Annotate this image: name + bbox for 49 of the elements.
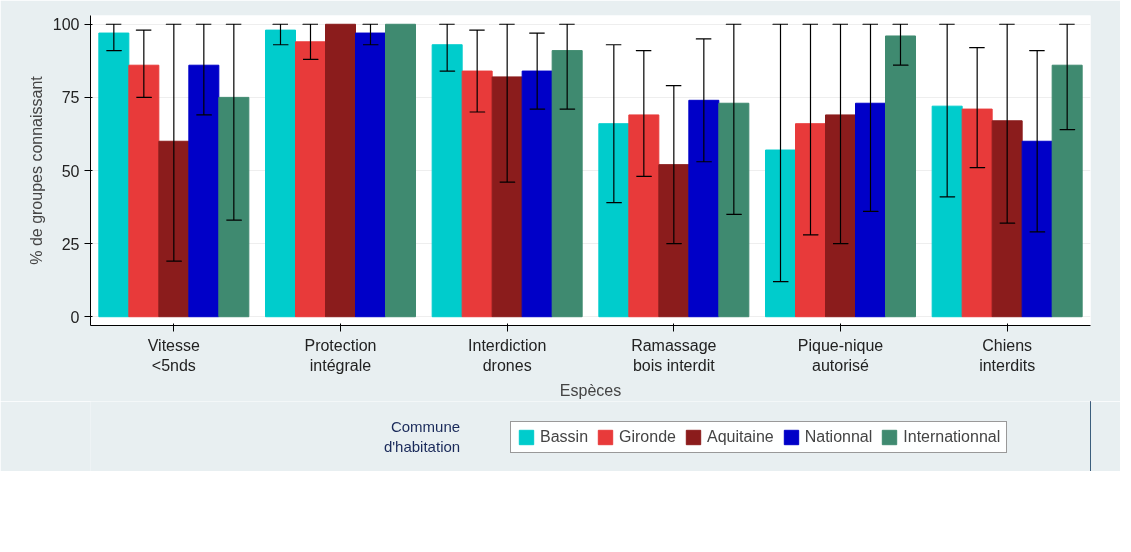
y-tick-label: 0 — [70, 308, 80, 326]
bar — [295, 41, 326, 318]
x-tick-label: Ramassage bois interdit — [631, 336, 717, 374]
bar — [491, 76, 523, 318]
bar — [598, 123, 630, 318]
bar — [961, 108, 993, 318]
bar — [431, 44, 463, 318]
bar — [628, 114, 660, 318]
y-tick-label: 25 — [61, 235, 80, 253]
bar — [188, 64, 220, 318]
x-tick-label: Pique-nique autorisé — [797, 336, 884, 374]
bar — [1021, 140, 1053, 318]
bar — [98, 32, 130, 318]
bar — [461, 70, 493, 318]
y-axis-title: % de groupes connaissant — [27, 75, 45, 265]
bar — [551, 50, 583, 318]
legend-label: Gironde — [619, 428, 676, 446]
legend-label: Nationnal — [804, 428, 873, 446]
y-tick-label: 100 — [52, 16, 80, 34]
x-tick-label: Vitesse <5nds — [147, 336, 201, 374]
legend-label: Internationnal — [903, 428, 1001, 446]
bar — [128, 64, 160, 318]
bar — [825, 114, 856, 318]
bar — [385, 23, 416, 318]
bar — [765, 149, 796, 318]
bar — [991, 120, 1023, 318]
bar — [1051, 64, 1083, 318]
legend-title: Commune d'habitation — [383, 417, 461, 456]
legend-label: Aquitaine — [706, 428, 774, 446]
y-tick-label: 50 — [61, 162, 80, 180]
bar — [265, 29, 296, 318]
legend-label: Bassin — [540, 428, 589, 446]
bar — [885, 35, 916, 318]
x-tick-label: Protection intégrale — [304, 336, 377, 374]
x-axis-title: Espèces — [559, 381, 622, 399]
bar — [158, 140, 190, 318]
bar — [521, 70, 553, 318]
x-tick-label: Chiens interdits — [979, 336, 1036, 374]
y-tick-label: 75 — [61, 89, 80, 107]
bar — [355, 32, 386, 318]
bar — [795, 123, 826, 318]
bar — [658, 164, 690, 318]
x-tick-label: Interdiction drones — [468, 336, 547, 374]
bar — [931, 105, 963, 318]
bar — [688, 99, 720, 318]
bar — [325, 23, 356, 318]
bar — [218, 96, 250, 318]
bar — [718, 102, 750, 318]
bar — [855, 102, 886, 318]
